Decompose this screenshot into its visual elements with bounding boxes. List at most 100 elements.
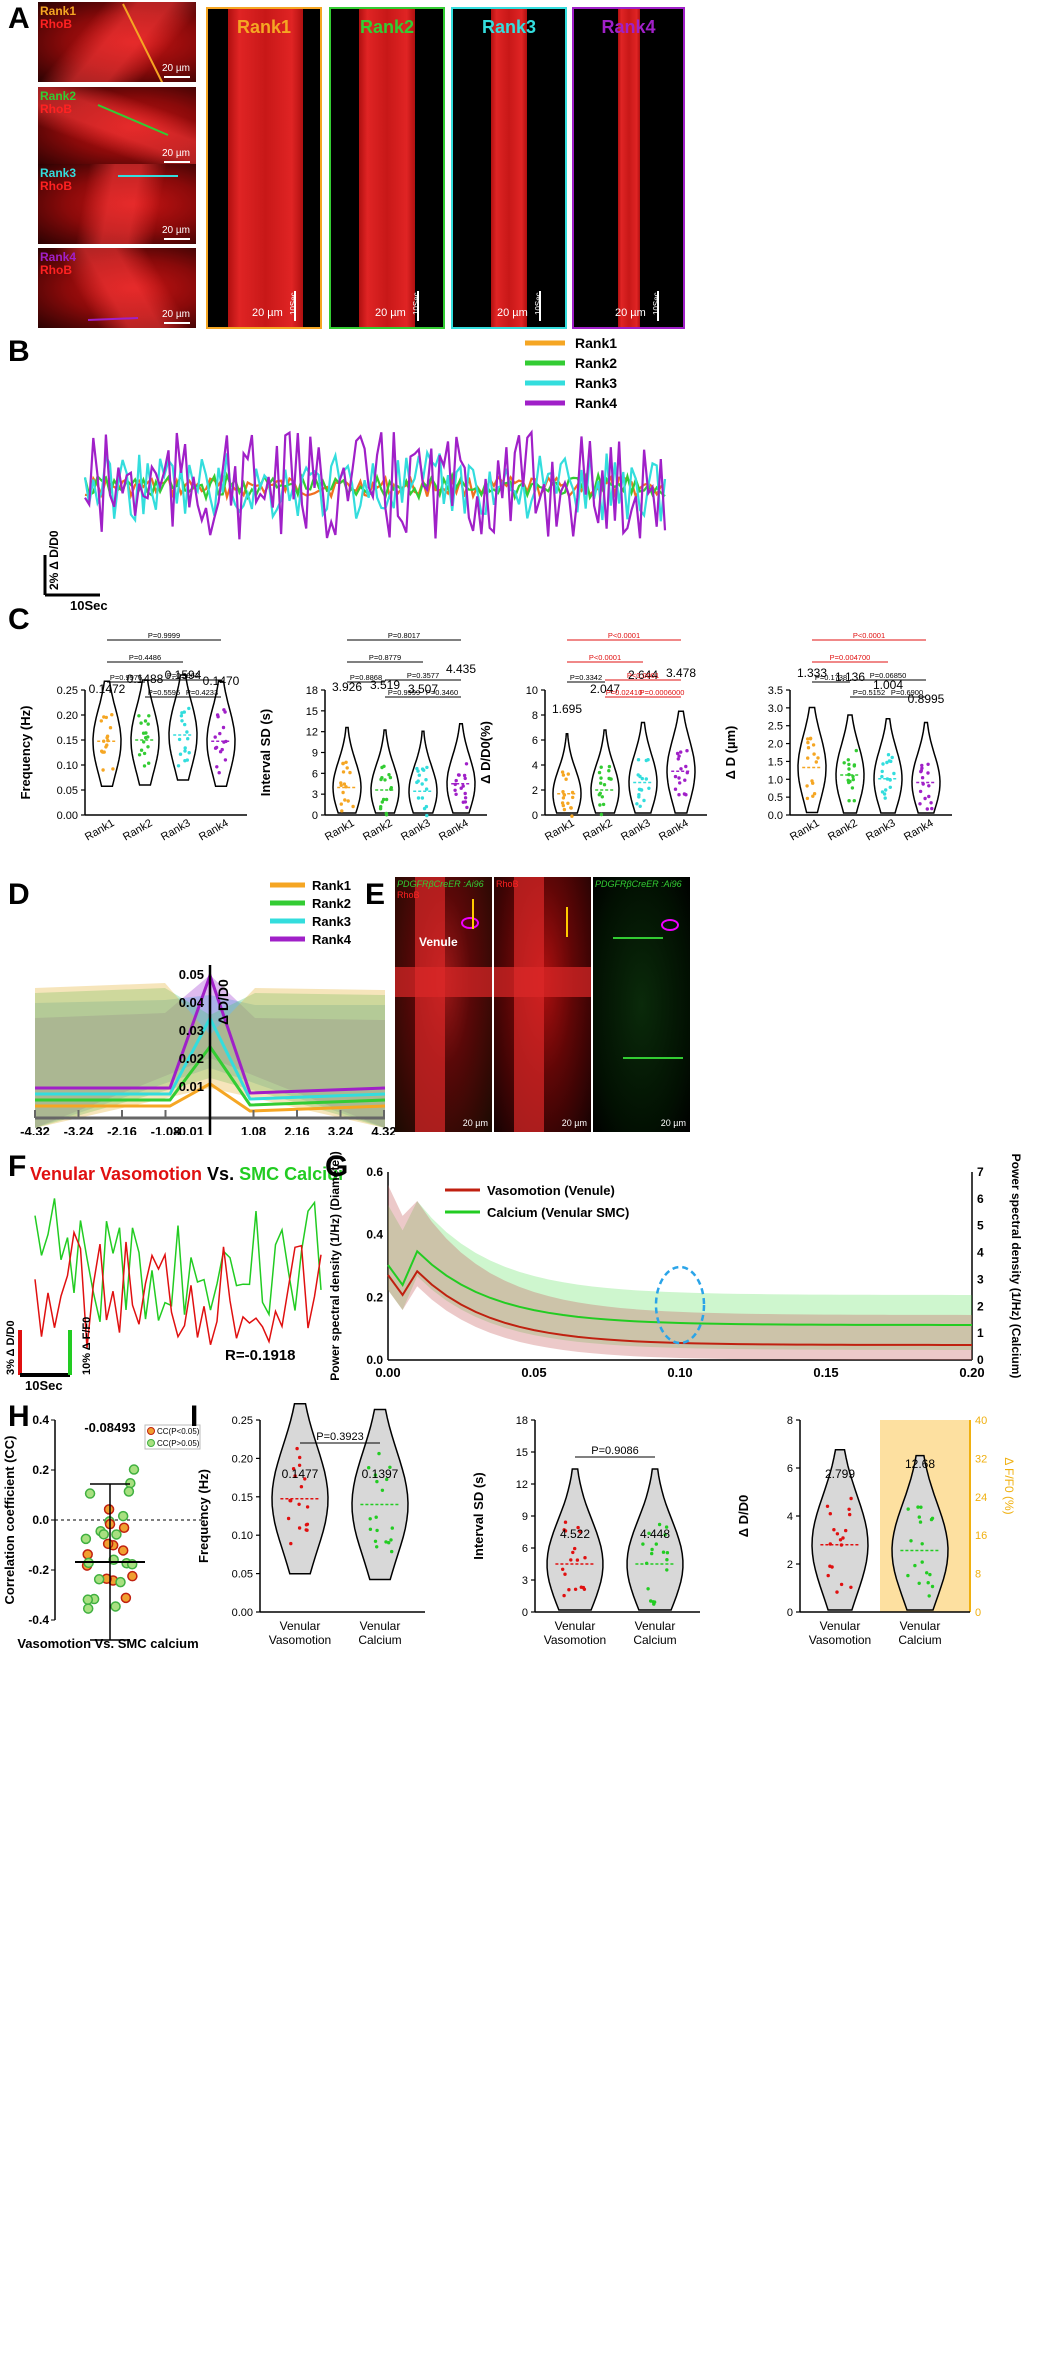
y-tick-label: 8 [787,1415,793,1427]
kymograph-title: Rank2 [359,17,415,37]
data-point [847,772,851,777]
data-point [832,1528,836,1532]
y-tick-label: 0.0 [32,1513,49,1527]
data-point [926,1581,930,1585]
data-point [811,781,815,785]
calcium-psd [387,1249,973,1326]
data-point [839,1582,844,1587]
title-vs: Vs. [202,1164,239,1184]
y-tick-label: 0.04 [179,995,205,1010]
data-point [883,796,887,800]
data-point [105,743,109,747]
data-point [925,807,929,811]
data-point [187,751,191,755]
data-point [99,719,104,723]
panel-label-a: A [8,2,30,35]
violin-body [911,721,941,814]
data-point [663,1533,667,1537]
data-point [560,801,565,805]
data-point [835,1590,839,1594]
data-point [607,769,611,773]
violin-body [446,723,476,814]
data-point [106,738,110,743]
p-value: P=0.6900 [891,688,923,697]
median-value: 2.799 [825,1467,855,1481]
data-point [351,804,355,809]
data-point [927,784,931,788]
marker-label: RhoB [40,263,72,277]
panel-label-i: I [190,1400,199,1433]
data-point [642,798,646,803]
panel-label-e: E [365,878,386,911]
data-point [295,1446,299,1451]
data-point [599,765,603,769]
data-point [854,748,858,753]
scale-bar [164,322,190,324]
data-point [607,776,611,781]
data-point [289,1499,293,1503]
y-tick-label: 12 [516,1479,528,1491]
data-point [223,758,228,762]
panel-d-average: -4.32 -3.24 -2.16 -1.08 1.08 2.16 3.24 4.32 0.05… [20,878,395,1135]
p-value: P=0.3577 [407,671,439,680]
data-point [379,777,383,782]
data-point [147,761,151,765]
data-point [921,782,925,786]
data-point [137,714,141,718]
data-point [137,753,142,757]
p-value: P=0.4486 [129,653,161,662]
data-point [387,773,391,777]
data-point [561,1567,565,1571]
x-tick-label-line1: Venular [635,1619,676,1633]
x-tick-label: Rank3 [864,817,898,843]
p-value: P=0.004700 [830,653,871,662]
title-green: SMC Calcium [239,1164,345,1184]
data-point [816,756,820,760]
data-point [811,743,816,747]
median-value: 1.004 [873,678,903,692]
data-point [889,759,893,764]
line-scan [118,175,178,177]
data-point [677,793,681,797]
scan-line [122,3,164,82]
data-point [888,785,892,789]
data-point [571,795,575,800]
roi-ellipse [461,917,479,929]
data-point [566,772,570,776]
data-point [566,801,570,805]
y-axis-label: Interval SD (s) [258,709,273,796]
data-point [814,760,818,764]
median-value: 12.68 [905,1457,935,1471]
data-point [420,782,424,786]
y-tick-label-left: 0.4 [366,1228,383,1242]
scale-bar-label: 20 µm [462,1118,488,1128]
label-line: PDGFRβCreER :Ai96 [397,879,484,889]
data-point [828,1542,832,1546]
y-tick-label: 0 [312,810,318,822]
data-point [111,767,115,771]
y-tick-label-right: 6 [977,1192,984,1206]
data-point [597,793,601,797]
data-point [928,1572,932,1577]
legend-label: Rank4 [575,395,617,411]
data-point [142,740,146,744]
cc-point [98,1529,110,1540]
data-point [805,784,809,788]
scale-t-bar [417,291,419,321]
data-point [387,1541,391,1545]
panel-label-d: D [8,878,30,911]
data-point [645,1561,649,1565]
y-axis-label: Δ D/D0 [736,1495,751,1538]
y-tick-label-right: 8 [975,1569,981,1581]
scale-green-label: 10% Δ F/F0 [81,1317,93,1375]
y-tick-label: 0.05 [232,1569,253,1581]
y-axis-label: Interval SD (s) [471,1472,486,1559]
data-point [146,745,150,749]
y-tick-label-right: 3 [977,1272,984,1286]
median-value: 0.1477 [282,1467,319,1481]
data-point [422,768,426,772]
data-point [146,722,150,726]
cc-point [110,1601,121,1612]
data-point [339,802,343,806]
cc-point [111,1529,122,1540]
